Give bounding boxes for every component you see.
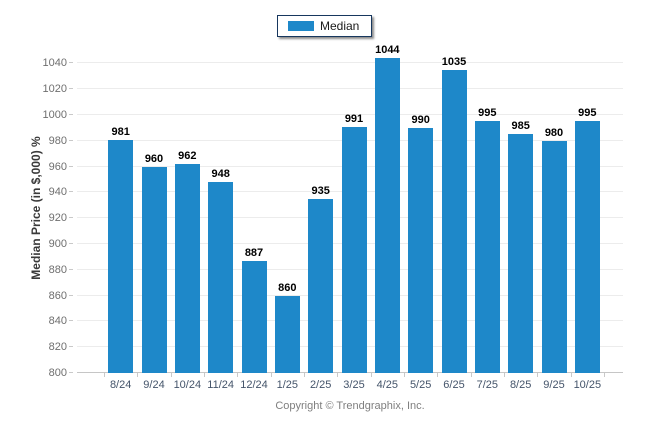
bar: [141, 166, 167, 373]
x-tick-mark: [504, 373, 505, 377]
gridline: [77, 88, 623, 90]
x-tick-mark: [570, 373, 572, 377]
x-tick-mark: [104, 373, 105, 377]
bar-value-label: 990: [411, 113, 430, 126]
y-tick-label: 920: [48, 212, 67, 225]
x-tick-label: 10/25: [573, 379, 602, 391]
y-tick-mark: [69, 139, 73, 141]
bar: [441, 69, 467, 373]
bar: [541, 140, 567, 373]
bar-value-label: 995: [478, 107, 497, 120]
y-axis-ticks: 800 820 840 860 880 900 920 940 960 980 1000 1020 10…: [0, 43, 73, 379]
bar: [574, 121, 600, 373]
x-tick-label: 5/25: [409, 379, 432, 391]
x-tick-mark: [204, 373, 205, 377]
bar: [174, 164, 200, 373]
y-tick-label: 980: [48, 134, 67, 147]
y-tick-mark: [69, 320, 73, 322]
bar-value-label: 985: [511, 120, 530, 133]
y-tick-mark: [69, 294, 73, 296]
x-tick-mark: [604, 373, 605, 377]
y-tick-mark: [69, 62, 73, 64]
y-tick-mark: [69, 372, 73, 373]
gridline: [77, 62, 623, 64]
bar-value-label: 980: [544, 126, 564, 139]
bar: [208, 182, 234, 373]
y-tick-label: 1040: [42, 57, 67, 70]
bar: [241, 260, 267, 373]
legend-label: Median: [320, 19, 360, 33]
bar-value-label: 962: [178, 150, 197, 163]
x-tick-mark: [237, 373, 239, 377]
bar-value-label: 887: [244, 246, 264, 259]
bar: [341, 126, 367, 373]
bar: [474, 121, 500, 373]
x-tick-label: 4/25: [376, 379, 399, 391]
bar-value-label: 860: [278, 281, 297, 294]
y-tick-label: 860: [48, 289, 67, 302]
y-tick-mark: [69, 114, 73, 115]
x-tick-mark: [537, 373, 539, 377]
x-tick-label: 8/24: [109, 379, 132, 391]
x-tick-label: 10/24: [173, 379, 202, 391]
x-tick-mark: [370, 373, 372, 377]
x-tick-mark: [170, 373, 172, 377]
x-tick-mark: [270, 373, 272, 377]
bar-value-label: 948: [211, 168, 230, 181]
bar-value-label: 991: [344, 112, 364, 125]
y-tick-label: 1020: [42, 83, 67, 96]
y-tick-mark: [69, 243, 73, 244]
y-tick-mark: [69, 217, 73, 219]
x-tick-label: 1/25: [276, 379, 299, 391]
x-tick-mark: [437, 373, 439, 377]
bar: [508, 134, 534, 373]
bar: [108, 139, 134, 373]
bar-value-label: 981: [111, 125, 130, 138]
x-tick-label: 2/25: [309, 379, 332, 391]
bar: [408, 127, 434, 373]
x-tick-label: 3/25: [343, 379, 365, 391]
x-tick-label: 12/24: [240, 379, 268, 391]
legend: Median: [277, 15, 373, 37]
y-tick-label: 960: [48, 160, 67, 173]
y-tick-label: 1000: [42, 109, 67, 121]
bar: [374, 58, 400, 373]
x-tick-mark: [137, 373, 139, 377]
x-tick-mark: [337, 373, 339, 377]
y-tick-label: 800: [48, 367, 67, 379]
plot-area: 981 8/24 960 9/24 962 10/24 948 11/24 887 12/24 86…: [77, 43, 623, 391]
y-tick-label: 900: [48, 238, 67, 250]
bar-value-label: 1044: [375, 44, 400, 57]
bar-value-label: 935: [311, 184, 330, 197]
x-tick-mark: [470, 373, 472, 377]
x-tick-mark: [404, 373, 405, 377]
x-tick-label: 9/24: [143, 379, 165, 391]
copyright-text: Copyright © Trendgraphix, Inc.: [275, 400, 425, 412]
bar-value-label: 995: [578, 107, 597, 120]
x-tick-label: 7/25: [476, 379, 499, 391]
x-tick-label: 8/25: [509, 379, 532, 391]
y-tick-label: 840: [48, 315, 67, 328]
y-tick-label: 940: [48, 186, 67, 199]
bar: [308, 198, 334, 373]
y-tick-mark: [69, 191, 73, 193]
x-tick-label: 9/25: [543, 379, 565, 391]
x-tick-mark: [304, 373, 305, 377]
y-tick-mark: [69, 165, 73, 167]
y-tick-label: 820: [48, 341, 67, 354]
x-tick-label: 6/25: [443, 379, 465, 391]
y-tick-mark: [69, 268, 73, 270]
legend-swatch-icon: [288, 21, 314, 31]
bar: [274, 295, 300, 373]
x-tick-label: 11/24: [207, 379, 235, 391]
y-tick-mark: [69, 346, 73, 348]
y-tick-mark: [69, 88, 73, 90]
gridline: [77, 114, 623, 115]
bar-value-label: 960: [144, 152, 164, 165]
bar-value-label: 1035: [441, 55, 467, 68]
y-tick-label: 880: [48, 263, 67, 276]
